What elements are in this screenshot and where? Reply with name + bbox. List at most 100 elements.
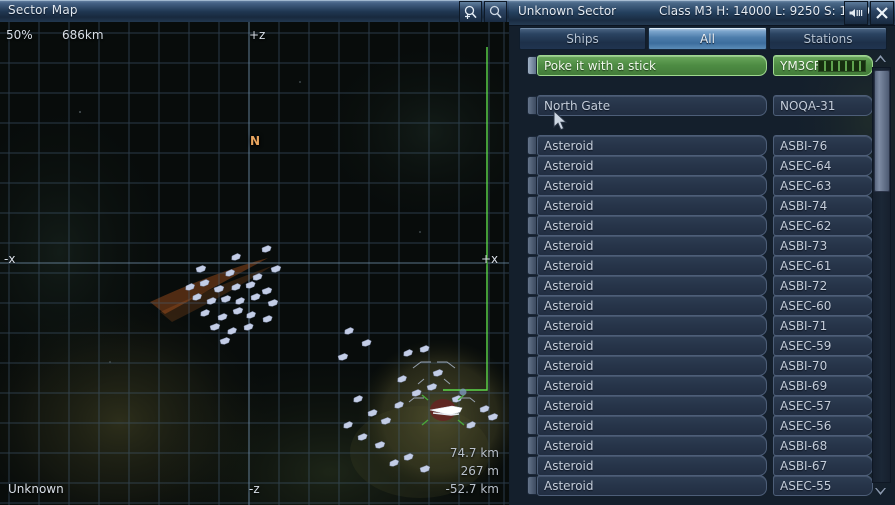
list-row[interactable]: Asteroid ASEC-60 (527, 295, 873, 316)
asteroid-marker[interactable] (231, 253, 242, 261)
object-list-scrollbar[interactable] (872, 52, 891, 498)
list-row[interactable]: Asteroid ASEC-55 (527, 475, 873, 496)
row-name-cell[interactable]: Asteroid (537, 255, 767, 276)
asteroid-marker[interactable] (192, 293, 203, 301)
row-code-cell[interactable]: ASBI-74 (773, 195, 873, 216)
row-handle[interactable] (527, 236, 537, 255)
asteroid-marker[interactable] (403, 349, 414, 357)
row-handle[interactable] (527, 416, 537, 435)
row-handle[interactable] (527, 176, 537, 195)
row-handle[interactable] (527, 316, 537, 335)
row-handle[interactable] (527, 136, 537, 155)
list-row-selected[interactable]: Poke it with a stick YM3CF-79 (527, 55, 873, 76)
row-name-cell[interactable]: Asteroid (537, 195, 767, 216)
asteroid-marker[interactable] (227, 327, 238, 335)
row-code-cell[interactable]: ASEC-60 (773, 295, 873, 316)
row-name-cell[interactable]: Asteroid (537, 415, 767, 436)
row-code-cell[interactable]: ASEC-56 (773, 415, 873, 436)
row-code-cell[interactable]: ASEC-61 (773, 255, 873, 276)
asteroid-marker[interactable] (479, 405, 490, 413)
asteroid-marker[interactable] (231, 283, 242, 291)
row-name-cell[interactable]: Asteroid (537, 215, 767, 236)
asteroid-marker[interactable] (217, 313, 228, 321)
list-row[interactable]: Asteroid ASBI-71 (527, 315, 873, 336)
list-row[interactable]: Asteroid ASBI-76 (527, 135, 873, 156)
asteroid-marker[interactable] (426, 383, 438, 391)
object-list[interactable]: Poke it with a stick YM3CF-79 North Gate NO… (509, 51, 895, 501)
asteroid-marker[interactable] (357, 433, 368, 441)
row-name-cell[interactable]: Asteroid (537, 315, 767, 336)
row-handle[interactable] (527, 96, 537, 115)
asteroid-marker[interactable] (389, 459, 400, 467)
row-handle[interactable] (527, 396, 537, 415)
list-row[interactable]: Asteroid ASEC-56 (527, 415, 873, 436)
asteroid-marker[interactable] (487, 413, 499, 421)
list-row[interactable]: Asteroid ASBI-67 (527, 455, 873, 476)
row-handle[interactable] (527, 436, 537, 455)
list-row[interactable]: Asteroid ASEC-64 (527, 155, 873, 176)
row-code-cell[interactable]: ASEC-64 (773, 155, 873, 176)
row-code-cell[interactable]: ASEC-59 (773, 335, 873, 356)
row-name-cell[interactable]: Asteroid (537, 335, 767, 356)
asteroid-marker[interactable] (394, 401, 405, 409)
asteroid-marker[interactable] (200, 309, 211, 317)
row-handle[interactable] (527, 56, 537, 75)
asteroid-marker[interactable] (343, 421, 354, 429)
row-name-cell[interactable]: Asteroid (537, 275, 767, 296)
row-handle[interactable] (527, 376, 537, 395)
asteroid-marker[interactable] (466, 421, 477, 429)
row-name-cell[interactable]: Asteroid (537, 235, 767, 256)
asteroid-marker[interactable] (419, 345, 430, 353)
speaker-icon[interactable] (844, 1, 868, 25)
tab-ships[interactable]: Ships (519, 27, 646, 50)
row-name-cell[interactable]: Asteroid (537, 355, 767, 376)
asteroid-marker[interactable] (451, 395, 463, 403)
asteroid-marker[interactable] (235, 297, 246, 305)
asteroid-marker[interactable] (225, 269, 236, 277)
asteroid-marker[interactable] (199, 279, 210, 287)
row-code-cell[interactable]: ASBI-69 (773, 375, 873, 396)
scrollbar-thumb[interactable] (874, 70, 890, 192)
list-row[interactable]: Asteroid ASEC-61 (527, 255, 873, 276)
row-name-cell[interactable]: Asteroid (537, 175, 767, 196)
row-code-cell[interactable]: ASBI-73 (773, 235, 873, 256)
tab-stations[interactable]: Stations (769, 27, 887, 50)
scrollbar-track[interactable] (872, 67, 891, 483)
list-row[interactable]: Asteroid ASEC-59 (527, 335, 873, 356)
asteroid-marker[interactable] (374, 441, 386, 449)
asteroid-marker[interactable] (185, 283, 196, 291)
row-handle[interactable] (527, 156, 537, 175)
row-code-cell[interactable]: ASEC-57 (773, 395, 873, 416)
row-name-cell[interactable]: Asteroid (537, 395, 767, 416)
row-code-cell[interactable]: ASBI-76 (773, 135, 873, 156)
asteroid-marker[interactable] (195, 265, 207, 273)
asteroid-marker[interactable] (267, 299, 279, 307)
list-row[interactable]: Asteroid ASBI-69 (527, 375, 873, 396)
row-name-cell[interactable]: Poke it with a stick (537, 55, 767, 76)
asteroid-marker[interactable] (411, 389, 422, 397)
asteroid-marker[interactable] (209, 323, 221, 331)
list-row[interactable]: North Gate NOQA-31 (527, 95, 873, 116)
row-code-cell[interactable]: ASBI-68 (773, 435, 873, 456)
asteroid-marker[interactable] (403, 453, 414, 461)
row-name-cell[interactable]: Asteroid (537, 155, 767, 176)
list-row[interactable]: Asteroid ASEC-63 (527, 175, 873, 196)
asteroid-marker[interactable] (261, 287, 273, 295)
scroll-down-arrow[interactable] (872, 483, 889, 498)
list-row[interactable]: Asteroid ASBI-68 (527, 435, 873, 456)
row-code-cell[interactable]: ASBI-72 (773, 275, 873, 296)
row-name-cell[interactable]: Asteroid (537, 295, 767, 316)
list-row[interactable]: Asteroid ASEC-62 (527, 215, 873, 236)
zoom-in-icon[interactable] (459, 1, 482, 23)
row-name-cell[interactable]: Asteroid (537, 455, 767, 476)
row-handle[interactable] (527, 216, 537, 235)
row-name-cell[interactable]: Asteroid (537, 435, 767, 456)
row-code-cell[interactable]: ASBI-70 (773, 355, 873, 376)
row-name-cell[interactable]: Asteroid (537, 135, 767, 156)
asteroid-marker[interactable] (245, 281, 256, 289)
row-handle[interactable] (527, 296, 537, 315)
row-code-cell[interactable]: ASEC-55 (773, 475, 873, 496)
row-code-cell[interactable]: ASEC-62 (773, 215, 873, 236)
row-handle[interactable] (527, 336, 537, 355)
row-name-cell[interactable]: North Gate (537, 95, 767, 116)
